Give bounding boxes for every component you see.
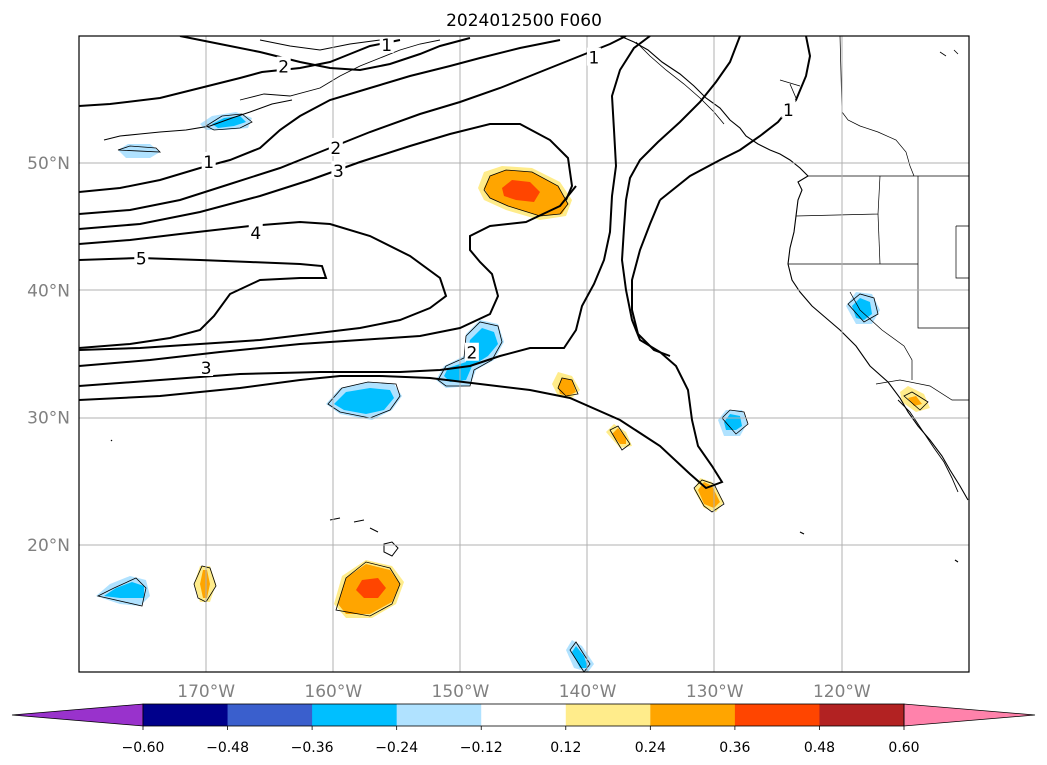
map-frame (78, 35, 970, 673)
colorbar-extend-min (11, 703, 144, 727)
contour-label-bg (379, 36, 394, 53)
contour-label-bg (201, 151, 216, 170)
blob-pos-baja (900, 386, 930, 412)
lon-tick-label: 150°W (432, 682, 490, 702)
contour-label: 1 (589, 49, 600, 69)
contour-label-bg (586, 47, 601, 66)
contour-label-bg (134, 248, 149, 267)
colorbar-bin (565, 704, 651, 726)
contour-label-bg (248, 223, 263, 242)
colorbar-tick-label: −0.60 (122, 740, 165, 756)
figure-title: 2024012500 F060 (446, 11, 602, 31)
colorbar: −0.60 −0.48 −0.36 −0.24 −0.12 0.12 0.24 0.36 0.4… (11, 703, 1036, 756)
political-borders (788, 36, 969, 401)
colorbar-tick-label: −0.24 (375, 740, 418, 756)
lon-tick-label: 140°W (559, 682, 617, 702)
contour-label: 2 (466, 344, 477, 364)
colorbar-bin (734, 704, 820, 726)
map-background (79, 36, 969, 672)
colorbar-tick-label: 0.48 (804, 740, 835, 756)
blob-neg-176w-16n (96, 576, 150, 607)
colorbar-bin (650, 704, 736, 726)
colorbar-tick-label: −0.48 (206, 740, 249, 756)
colorbar-tick-label: 0.36 (719, 740, 750, 756)
colorbar-tick-label: 0.60 (888, 740, 919, 756)
blob-pos-hawaii-north (334, 560, 404, 618)
contour-label-bg (276, 56, 291, 75)
contour-labels: 1 1 1 1 2 2 2 3 3 4 5 (134, 36, 796, 379)
contour-label: 1 (783, 101, 794, 121)
blob-neg-aleutian (200, 112, 253, 131)
contour-label: 2 (330, 139, 341, 159)
colorbar-tick-label: −0.36 (291, 740, 334, 756)
longitude-ticks: 170°W 160°W 150°W 140°W 130°W 120°W (177, 682, 871, 702)
blob-neg-157w-31n (326, 381, 402, 420)
contour-label-bg (328, 137, 343, 156)
colorbar-bin (396, 704, 482, 726)
colorbar-bin (143, 704, 229, 726)
colorbar-bin (312, 704, 398, 726)
contour-label: 1 (381, 36, 392, 56)
lon-tick-label: 130°W (686, 682, 744, 702)
colorbar-tick-label: −0.12 (460, 740, 503, 756)
blob-neg-175w (117, 144, 162, 158)
contour-label: 4 (250, 224, 261, 244)
lat-tick-label: 40°N (27, 281, 70, 301)
contour-label: 2 (278, 58, 289, 78)
contour-label-bg (464, 342, 479, 361)
contour-label: 3 (201, 359, 212, 379)
blob-pos-142w (552, 372, 580, 398)
lon-tick-label: 170°W (177, 682, 235, 702)
lat-tick-label: 30°N (27, 409, 70, 429)
shaded-anomalies (96, 112, 930, 672)
contour-label-bg (199, 357, 214, 376)
latitude-ticks: 20°N 30°N 40°N 50°N (27, 154, 70, 556)
contour-lines (79, 36, 812, 490)
contour-label: 1 (203, 153, 214, 173)
lat-tick-label: 20°N (27, 536, 70, 556)
contour-label: 5 (136, 250, 147, 270)
contour-label: 3 (333, 162, 344, 182)
colorbar-bin (481, 704, 567, 726)
coastlines (103, 36, 969, 563)
contour-label-bg (781, 99, 796, 118)
lon-tick-label: 120°W (813, 682, 871, 702)
lon-tick-label: 160°W (304, 682, 362, 702)
blob-pos-139w (606, 424, 632, 451)
contour-label-bg (331, 160, 346, 179)
map-plot-area: 1 1 1 1 2 2 2 3 3 4 5 (79, 36, 969, 672)
colorbar-tick-label: 0.12 (550, 740, 581, 756)
colorbar-extend-max (903, 703, 1036, 727)
colorbar-bin (819, 704, 905, 726)
colorbar-bin (227, 704, 313, 726)
lat-tick-label: 50°N (27, 154, 70, 174)
gridlines (79, 36, 969, 672)
blob-pos-170w (193, 565, 217, 603)
colorbar-tick-label: 0.24 (635, 740, 666, 756)
blob-pos-gulf-of-alaska (478, 166, 572, 220)
colorbar-frame (142, 703, 905, 727)
